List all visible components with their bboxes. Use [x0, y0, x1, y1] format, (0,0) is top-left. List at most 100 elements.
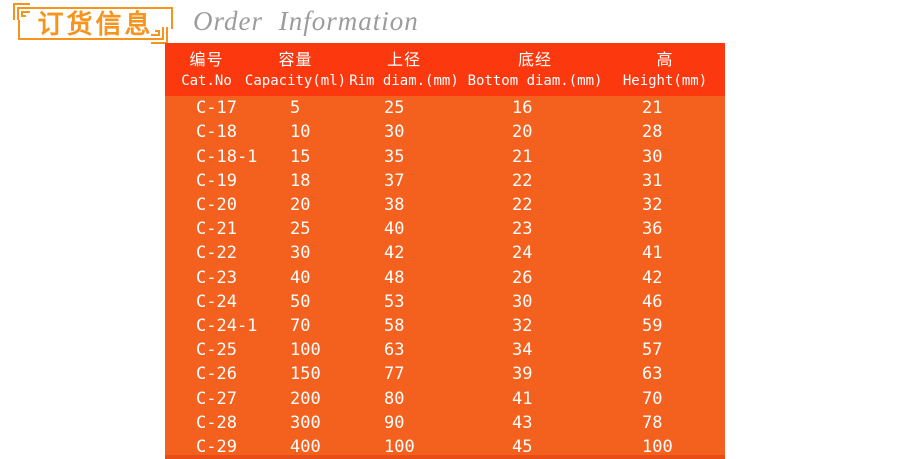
table-cell: C-24-1 [196, 315, 258, 336]
table-cell: 10 [290, 122, 311, 143]
table-cell: 58 [384, 315, 405, 336]
table-cell: C-24 [196, 291, 237, 312]
table-cell: 21 [642, 98, 663, 119]
column-header-en: Bottom diam.(mm) [467, 73, 603, 89]
table-cell: C-28 [196, 412, 237, 433]
table-cell: 25 [384, 98, 405, 119]
column-header-zh: 容量 [278, 52, 313, 69]
table-cell: C-20 [196, 194, 237, 215]
column-header-en: Cat.No [181, 73, 232, 89]
table-cell: 70 [642, 388, 663, 409]
table-cell: 26 [512, 267, 533, 288]
table-cell: 30 [512, 291, 533, 312]
table-row: C-26 150 77 39 63 [165, 362, 725, 386]
table-cell: 22 [512, 194, 533, 215]
table-cell: 77 [384, 364, 405, 385]
table-cell: 23 [512, 219, 533, 240]
table-cell: C-27 [196, 388, 237, 409]
table-cell: 200 [290, 388, 321, 409]
table-cell: 21 [512, 146, 533, 167]
column-header: 编号 Cat.No [165, 50, 248, 96]
table-cell: 70 [290, 315, 311, 336]
table-cell: 32 [512, 315, 533, 336]
table-cell: 78 [642, 412, 663, 433]
column-header: 上径 Rim diam.(mm) [343, 50, 465, 96]
table-cell: 32 [642, 194, 663, 215]
table-cell: C-19 [196, 170, 237, 191]
section-title-zh: 订货信息 [37, 9, 154, 39]
fret-ornament-icon [11, 1, 30, 20]
frame-border-bottom-left [18, 19, 152, 40]
table-cell: 300 [290, 412, 321, 433]
table-row: C-27 200 80 41 70 [165, 386, 725, 410]
table-cell: 63 [642, 364, 663, 385]
table-row: C-23 40 48 26 42 [165, 265, 725, 289]
table-cell: 20 [290, 194, 311, 215]
table-row: C-21 25 40 23 36 [165, 217, 725, 241]
table-cell: C-25 [196, 340, 237, 361]
table-cell: 15 [290, 146, 311, 167]
table-cell: 39 [512, 364, 533, 385]
table-cell: 100 [642, 436, 673, 457]
table-cell: C-22 [196, 243, 237, 264]
table-cell: 38 [384, 194, 405, 215]
column-header-en: Rim diam.(mm) [349, 73, 459, 89]
table-row: C-18 10 30 20 28 [165, 120, 725, 144]
table-cell: C-18-1 [196, 146, 258, 167]
section-title-frame: 订货信息 [11, 1, 173, 46]
column-header-zh: 底经 [517, 52, 552, 69]
table-row: C-24 50 53 30 46 [165, 290, 725, 314]
column-header-en: Capacity(ml) [244, 73, 347, 89]
table-cell: 43 [512, 412, 533, 433]
frame-border-top-right [30, 7, 173, 29]
table-cell: 30 [384, 122, 405, 143]
table-cell: 22 [512, 170, 533, 191]
table-cell: 100 [290, 340, 321, 361]
column-header-zh: 上径 [386, 52, 421, 69]
table-cell: 80 [384, 388, 405, 409]
table-row: C-28 300 90 43 78 [165, 411, 725, 435]
section-title-en: Order Information [193, 6, 419, 36]
table-cell: 28 [642, 122, 663, 143]
table-row: C-29 400 100 45 100 [165, 435, 725, 459]
column-header-zh: 高 [656, 52, 674, 69]
table-cell: 18 [290, 170, 311, 191]
table-row: C-20 20 38 22 32 [165, 193, 725, 217]
table-cell: 5 [290, 98, 301, 119]
table-cell: 48 [384, 267, 405, 288]
table-cell: 25 [290, 219, 311, 240]
table-cell: 100 [384, 436, 415, 457]
table-cell: 20 [512, 122, 533, 143]
table-bottom-edge [165, 455, 725, 459]
table-cell: 90 [384, 412, 405, 433]
table-row: C-17 5 25 16 21 [165, 96, 725, 120]
table-cell: C-23 [196, 267, 237, 288]
table-cell: 36 [642, 219, 663, 240]
table-row: C-22 30 42 24 41 [165, 241, 725, 265]
table-cell: 42 [384, 243, 405, 264]
table-cell: 41 [642, 243, 663, 264]
table-row: C-18-1 15 35 21 30 [165, 144, 725, 168]
table-cell: 24 [512, 243, 533, 264]
table-cell: 59 [642, 315, 663, 336]
table-cell: 45 [512, 436, 533, 457]
table-cell: 400 [290, 436, 321, 457]
table-cell: 50 [290, 291, 311, 312]
order-info-table: 编号 Cat.No 容量 Capacity(ml) 上径 Rim diam.(mm) 底经 B… [165, 43, 725, 459]
table-header-row: 编号 Cat.No 容量 Capacity(ml) 上径 Rim diam.(mm) 底经 B… [165, 43, 725, 96]
table-cell: 41 [512, 388, 533, 409]
table-cell: 150 [290, 364, 321, 385]
table-row: C-19 18 37 22 31 [165, 169, 725, 193]
table-cell: 40 [384, 219, 405, 240]
table-cell: C-18 [196, 122, 237, 143]
table-cell: C-21 [196, 219, 237, 240]
table-cell: 53 [384, 291, 405, 312]
table-cell: C-29 [196, 436, 237, 457]
column-header-zh: 编号 [189, 52, 224, 69]
column-header: 底经 Bottom diam.(mm) [465, 50, 605, 96]
column-header: 容量 Capacity(ml) [244, 50, 347, 96]
table-cell: 57 [642, 340, 663, 361]
table-cell: 42 [642, 267, 663, 288]
column-header-en: Height(mm) [622, 73, 708, 89]
